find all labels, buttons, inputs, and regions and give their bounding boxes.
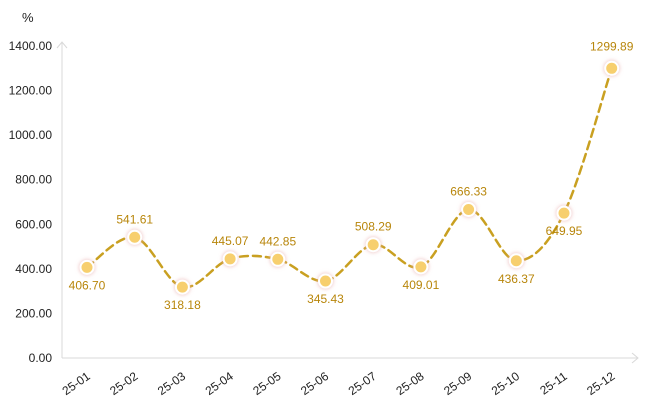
data-label: 436.37 bbox=[498, 272, 535, 286]
x-tick-label: 25-02 bbox=[107, 369, 140, 398]
y-tick-label: 400.00 bbox=[15, 262, 52, 276]
data-label: 508.29 bbox=[355, 220, 392, 234]
data-point bbox=[270, 251, 286, 267]
x-tick-label: 25-01 bbox=[60, 369, 93, 398]
y-tick-label: 800.00 bbox=[15, 173, 52, 187]
data-label: 345.43 bbox=[307, 292, 344, 306]
y-tick-label: 200.00 bbox=[15, 306, 52, 320]
y-tick-label: 1200.00 bbox=[9, 84, 53, 98]
data-points bbox=[79, 60, 620, 295]
y-tick-label: 600.00 bbox=[15, 217, 52, 231]
data-labels: 406.70 541.61 318.18 445.07 442.85 345.43 508.… bbox=[69, 39, 634, 312]
data-label: 1299.89 bbox=[590, 39, 634, 53]
y-axis-ticks: 0.00 200.00 400.00 600.00 800.00 1000.00 1200.… bbox=[9, 39, 53, 365]
data-label: 445.07 bbox=[212, 234, 249, 248]
data-point bbox=[556, 205, 572, 221]
y-tick-label: 0.00 bbox=[29, 351, 53, 365]
data-point bbox=[508, 253, 524, 269]
x-tick-label: 25-03 bbox=[155, 369, 188, 398]
data-label: 442.85 bbox=[259, 234, 296, 248]
data-point bbox=[604, 60, 620, 76]
y-tick-label: 1000.00 bbox=[9, 128, 53, 142]
y-tick-label: 1400.00 bbox=[9, 39, 53, 53]
y-axis-arrow bbox=[56, 41, 68, 49]
data-point bbox=[365, 237, 381, 253]
data-point bbox=[461, 202, 477, 218]
series-lines bbox=[85, 67, 613, 289]
data-label: 318.18 bbox=[164, 298, 201, 312]
data-label: 406.70 bbox=[69, 278, 106, 292]
x-tick-label: 25-12 bbox=[584, 369, 617, 398]
x-tick-label: 25-08 bbox=[393, 369, 426, 398]
data-label: 666.33 bbox=[450, 185, 487, 199]
x-tick-label: 25-10 bbox=[489, 369, 522, 398]
x-axis-ticks: 25-01 25-02 25-03 25-04 25-05 25-06 25-07 25-08… bbox=[60, 369, 618, 398]
data-point bbox=[413, 259, 429, 275]
series-line bbox=[85, 67, 613, 289]
y-axis-unit-label: % bbox=[22, 10, 34, 25]
data-label: 649.95 bbox=[546, 224, 583, 238]
data-point bbox=[79, 259, 95, 275]
x-tick-label: 25-07 bbox=[346, 369, 379, 398]
x-axis-arrow bbox=[631, 352, 639, 364]
x-tick-label: 25-06 bbox=[298, 369, 331, 398]
data-point bbox=[222, 251, 238, 267]
axes bbox=[56, 41, 639, 364]
x-tick-label: 25-09 bbox=[441, 369, 474, 398]
data-label: 541.61 bbox=[116, 212, 153, 226]
x-tick-label: 25-04 bbox=[203, 369, 236, 398]
data-point bbox=[318, 273, 333, 289]
x-tick-label: 25-11 bbox=[537, 369, 570, 398]
x-tick-label: 25-05 bbox=[250, 369, 283, 398]
data-label: 409.01 bbox=[403, 278, 440, 292]
data-point bbox=[174, 279, 190, 295]
data-point bbox=[127, 229, 143, 245]
